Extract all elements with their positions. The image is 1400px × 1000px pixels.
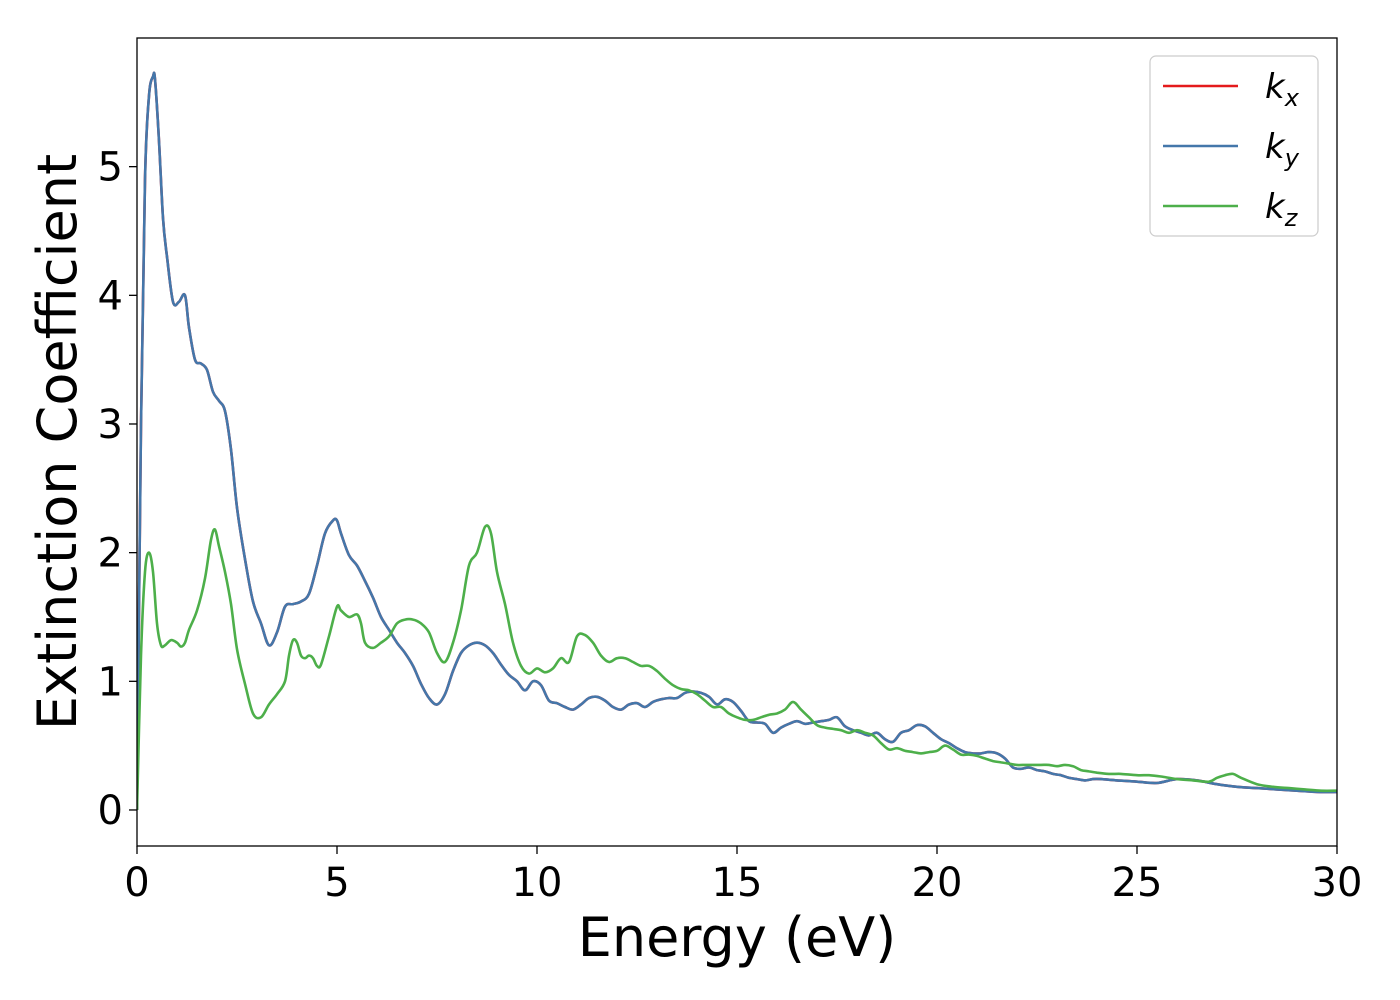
series-line-z bbox=[137, 524, 1337, 811]
y-tick-label: 2 bbox=[98, 531, 123, 577]
x-tick-label: 5 bbox=[324, 860, 349, 906]
x-tick-label: 20 bbox=[912, 860, 963, 906]
y-tick-label: 1 bbox=[98, 659, 123, 705]
legend-label-main: k bbox=[1265, 127, 1286, 167]
y-tick-label: 5 bbox=[98, 145, 123, 191]
y-axis: 0 1 2 3 4 5 bbox=[98, 145, 137, 834]
legend-label-x: kx bbox=[1265, 67, 1300, 112]
y-tick-label: 4 bbox=[98, 273, 123, 319]
series-line-y bbox=[137, 71, 1337, 811]
legend-label-main: k bbox=[1265, 67, 1286, 107]
legend-label-subscript: x bbox=[1284, 84, 1300, 112]
x-axis-title: Energy (eV) bbox=[578, 906, 897, 969]
legend-label-main: k bbox=[1265, 187, 1286, 227]
x-axis: 0 5 10 15 20 25 30 bbox=[124, 846, 1362, 906]
x-tick-label: 0 bbox=[124, 860, 149, 906]
legend-label-subscript: y bbox=[1284, 144, 1300, 172]
x-tick-label: 30 bbox=[1312, 860, 1363, 906]
x-tick-label: 15 bbox=[712, 860, 763, 906]
legend-label-z: kz bbox=[1265, 187, 1299, 232]
y-axis-title: Extinction Coefficient bbox=[26, 154, 89, 730]
series-layer bbox=[137, 71, 1337, 811]
legend-label-subscript: z bbox=[1284, 204, 1299, 232]
x-tick-label: 25 bbox=[1112, 860, 1163, 906]
y-tick-label: 3 bbox=[98, 402, 123, 448]
legend-label-y: ky bbox=[1265, 127, 1300, 172]
y-tick-label: 0 bbox=[98, 788, 123, 834]
x-tick-label: 10 bbox=[512, 860, 563, 906]
